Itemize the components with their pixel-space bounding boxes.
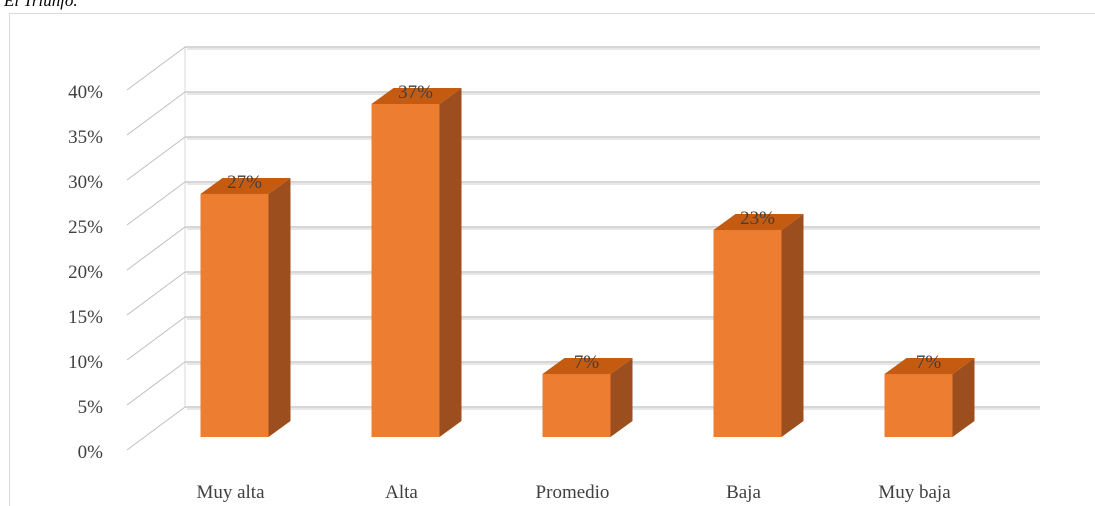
- y-axis-tick-labels: 0% 5% 10% 15% 20% 25% 30% 35% 40%: [68, 82, 103, 463]
- chart-bars: [200, 88, 975, 437]
- gridline-depth-2: [126, 316, 186, 361]
- data-label-2: 7%: [574, 352, 600, 373]
- bar-3: [713, 214, 804, 437]
- bar-0: [200, 178, 291, 437]
- y-tick-label-1: 5%: [78, 397, 104, 418]
- gridline-depth-5: [126, 181, 186, 226]
- y-tick-label-2: 10%: [68, 352, 103, 373]
- chart-frame: [9, 13, 1095, 506]
- bar-side-2: [610, 358, 633, 437]
- chart-gridlines: [126, 46, 1040, 451]
- x-tick-label-3: Baja: [726, 482, 761, 503]
- y-tick-label-7: 35%: [68, 127, 103, 148]
- bar-front-4: [884, 374, 953, 437]
- y-tick-label-6: 30%: [68, 172, 103, 193]
- bar-front-0: [200, 194, 269, 437]
- gridline-depth-0: [126, 406, 186, 451]
- y-tick-label-8: 40%: [68, 82, 103, 103]
- bar-top-4: [884, 358, 975, 374]
- gridline-depth-4: [126, 226, 186, 271]
- gridline-depth-8: [126, 46, 186, 91]
- bar-4: [884, 358, 975, 437]
- bar-side-0: [268, 178, 291, 437]
- x-tick-label-0: Muy alta: [196, 482, 265, 503]
- x-tick-label-4: Muy baja: [878, 482, 951, 503]
- data-label-4: 7%: [916, 352, 942, 373]
- bar-top-0: [200, 178, 291, 194]
- bar-top-3: [713, 214, 804, 230]
- bar-side-4: [952, 358, 975, 437]
- chart-caption: El Triunfo.: [4, 0, 78, 10]
- bar-1: [371, 88, 462, 437]
- bar-side-1: [439, 88, 462, 437]
- y-tick-label-5: 25%: [68, 217, 103, 238]
- bar-front-3: [713, 230, 782, 437]
- data-label-3: 23%: [740, 208, 775, 229]
- bar-2: [542, 358, 633, 437]
- bar-top-1: [371, 88, 462, 104]
- bar-side-3: [781, 214, 804, 437]
- bar-front-2: [542, 374, 611, 437]
- gridline-depth-7: [126, 91, 186, 136]
- bar-front-1: [371, 104, 440, 437]
- x-tick-label-1: Alta: [385, 482, 418, 503]
- gridline-depth-6: [126, 136, 186, 181]
- x-tick-label-2: Promedio: [536, 482, 610, 503]
- bar-data-labels: 27% 37% 7% 23% 7%: [227, 82, 941, 373]
- gridline-depth-1: [126, 361, 186, 406]
- y-tick-label-0: 0%: [78, 442, 104, 463]
- data-label-1: 37%: [398, 82, 433, 103]
- y-tick-label-3: 15%: [68, 307, 103, 328]
- data-label-0: 27%: [227, 172, 262, 193]
- gridline-depth-3: [126, 271, 186, 316]
- bar-top-2: [542, 358, 633, 374]
- x-axis-category-labels: Muy alta Alta Promedio Baja Muy baja: [196, 482, 951, 503]
- y-tick-label-4: 20%: [68, 262, 103, 283]
